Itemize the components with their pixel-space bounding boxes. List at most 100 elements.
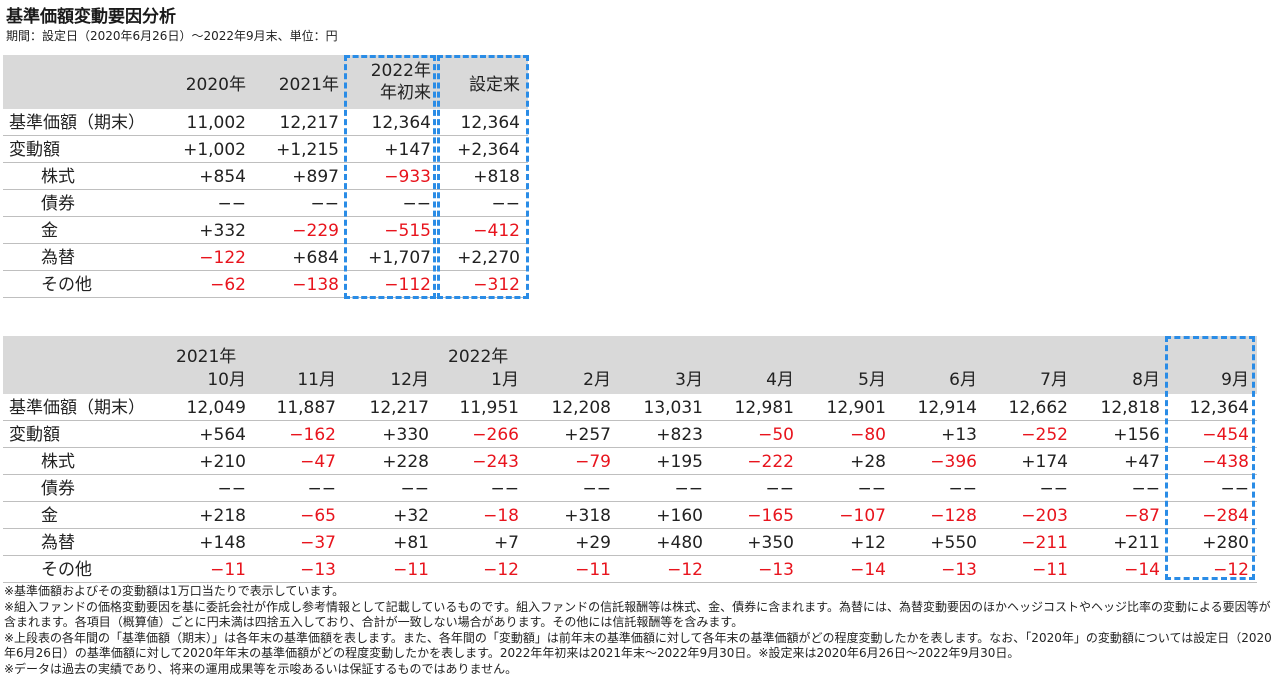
table-cell: −79 (527, 447, 619, 475)
table-cell: −138 (254, 270, 347, 298)
table-cell: 12,981 (711, 394, 802, 421)
table-cell: −203 (985, 501, 1076, 529)
header-month: 10月 (161, 336, 254, 394)
table-cell: 12,217 (254, 109, 347, 136)
table-cell: +174 (985, 447, 1076, 475)
table-cell: +257 (527, 420, 619, 448)
table-row: 株式 +854 +897 −933 +818 (3, 162, 528, 190)
table-cell: −515 (347, 216, 439, 244)
table-cell: −312 (439, 270, 528, 298)
table-cell: +13 (894, 420, 985, 448)
table-cell: −222 (711, 447, 802, 475)
table-cell: +350 (711, 528, 802, 556)
table-cell: −107 (802, 501, 894, 529)
table-cell: 12,217 (344, 394, 437, 421)
table-row: 変動額 +564 −162 +330 −266 +257 +823 −50 −80 +13 −252… (3, 420, 1257, 448)
footnote: ※基準価額およびその変動額は1万口当たりで表示しています。 (4, 584, 345, 598)
table-cell: −37 (254, 528, 344, 556)
row-label: 金 (3, 501, 161, 529)
table-cell: −− (711, 474, 802, 502)
row-label: 株式 (3, 162, 161, 190)
table-cell: −112 (347, 270, 439, 298)
table-cell: 12,818 (1076, 394, 1168, 421)
table-cell: +684 (254, 243, 347, 271)
table-cell: −− (985, 474, 1076, 502)
table-cell: −87 (1076, 501, 1168, 529)
table-cell: −− (1168, 474, 1257, 502)
table-cell: 12,364 (439, 109, 528, 136)
table-cell: −438 (1168, 447, 1257, 475)
header-2022-year: 2022年 (370, 61, 431, 81)
table-cell: −− (527, 474, 619, 502)
table-cell: −162 (254, 420, 344, 448)
table-cell: +81 (344, 528, 437, 556)
year-label-2022: 2022年 (448, 347, 509, 367)
table-cell: +12 (802, 528, 894, 556)
table-cell: +823 (619, 420, 711, 448)
table-cell: −− (254, 189, 347, 217)
table-cell: −284 (1168, 501, 1257, 529)
table-cell: −266 (437, 420, 527, 448)
page-title: 基準価額変動要因分析 (6, 7, 176, 27)
table-cell: +280 (1168, 528, 1257, 556)
table-cell: −− (347, 189, 439, 217)
table-cell: −412 (439, 216, 528, 244)
header-label-cell (3, 55, 161, 109)
table-row: 基準価額（期末） 12,049 11,887 12,217 11,951 12,208 13… (3, 394, 1257, 421)
table-header-row: 10月 11月 12月 1月 2月 3月 4月 5月 6月 7月 8月 9月 (3, 336, 1257, 394)
table-cell: 12,662 (985, 394, 1076, 421)
table-cell: −252 (985, 420, 1076, 448)
header-month: 9月 (1168, 336, 1257, 394)
row-label: 基準価額（期末） (3, 109, 161, 136)
table-cell: +550 (894, 528, 985, 556)
year-label-2021: 2021年 (176, 347, 237, 367)
table-cell: −− (439, 189, 528, 217)
table-cell: −128 (894, 501, 985, 529)
table-cell: −− (1076, 474, 1168, 502)
table-cell: +897 (254, 162, 347, 190)
table-cell: −18 (437, 501, 527, 529)
table-row: 株式 +210 −47 +228 −243 −79 +195 −222 +28 −396 +174 +… (3, 447, 1257, 475)
table-row: 債券 −− −− −− −− (3, 189, 528, 217)
table-cell: +1,707 (347, 243, 439, 271)
table-cell: −13 (711, 555, 802, 583)
header-month: 7月 (985, 336, 1076, 394)
table-row: その他 −11 −13 −11 −12 −11 −12 −13 −14 −13 −11 −14 −12 (3, 555, 1257, 583)
table-cell: 11,002 (161, 109, 254, 136)
page-subtitle: 期間：設定日（2020年6月26日）～2022年9月末、単位：円 (6, 29, 338, 43)
table-cell: −62 (161, 270, 254, 298)
table-cell: +210 (161, 447, 254, 475)
table-cell: −122 (161, 243, 254, 271)
header-month: 3月 (619, 336, 711, 394)
header-month: 1月 (437, 336, 527, 394)
table-cell: −− (437, 474, 527, 502)
table-cell: +564 (161, 420, 254, 448)
table-cell: −13 (894, 555, 985, 583)
table-cell: 12,208 (527, 394, 619, 421)
table-cell: +7 (437, 528, 527, 556)
footnote: ※データは過去の実績であり、将来の運用成果等を示唆あるいは保証するものではありま… (4, 661, 518, 676)
table-row: 為替 +148 −37 +81 +7 +29 +480 +350 +12 +550 −211 +211… (3, 528, 1257, 556)
table-cell: 11,887 (254, 394, 344, 421)
table-cell: −− (344, 474, 437, 502)
table-row: 基準価額（期末） 11,002 12,217 12,364 12,364 (3, 109, 528, 136)
row-label: その他 (3, 555, 161, 583)
table-row: 債券 −− −− −− −− −− −− −− −− −− −− −− −− (3, 474, 1257, 502)
footnote: ※組入ファンドの価格変動要因を基に委託会社が作成し参考情報として記載しているもの… (4, 599, 1271, 630)
table-cell: +854 (161, 162, 254, 190)
header-month: 2月 (527, 336, 619, 394)
table-cell: +156 (1076, 420, 1168, 448)
table-cell: −211 (985, 528, 1076, 556)
header-month: 11月 (254, 336, 344, 394)
table-cell: −165 (711, 501, 802, 529)
table-cell: −65 (254, 501, 344, 529)
header-2021: 2021年 (254, 55, 347, 109)
table-cell: +218 (161, 501, 254, 529)
row-label: 債券 (3, 474, 161, 502)
annual-breakdown-table: 2020年 2021年 2022年 年初来 設定来 基準価額（期末） 11,002… (3, 55, 528, 298)
table-cell: +1,215 (254, 135, 347, 163)
header-month: 5月 (802, 336, 894, 394)
table-cell: 12,914 (894, 394, 985, 421)
table-cell: −− (254, 474, 344, 502)
header-2020: 2020年 (161, 55, 254, 109)
